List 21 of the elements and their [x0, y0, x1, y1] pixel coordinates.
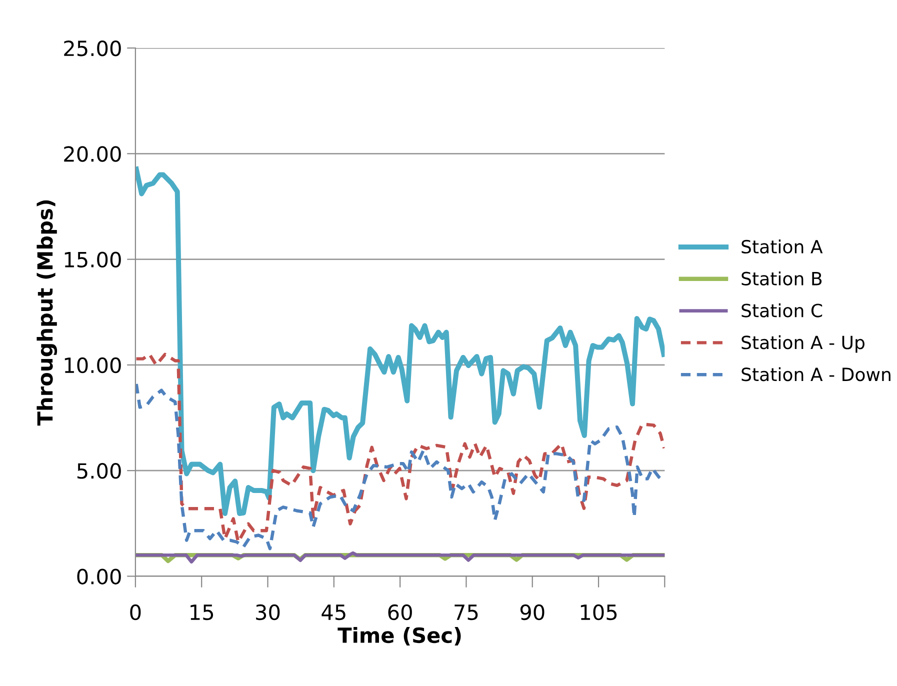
- x-tick-label: 30: [256, 604, 280, 620]
- y-tick-label: 5.00: [77, 463, 121, 479]
- x-tick-label: 90: [520, 604, 544, 620]
- legend-label: Station A - Down: [742, 367, 890, 382]
- legend-label: Station A - Up: [742, 335, 864, 353]
- legend-label: Station A: [742, 240, 823, 254]
- y-tick-label: 25.00: [64, 40, 121, 56]
- x-tick-label: 45: [322, 604, 346, 620]
- x-tick-label: 60: [388, 604, 412, 620]
- legend-label: Station B: [742, 271, 822, 286]
- x-tick-label: 105: [580, 604, 617, 620]
- x-tick-label: 75: [454, 604, 478, 620]
- x-tick-label: 0: [130, 604, 141, 620]
- y-tick-label: 20.00: [64, 146, 121, 162]
- y-tick-label: 10.00: [64, 357, 121, 374]
- y-tick-label: 15.00: [64, 252, 121, 268]
- legend-label: Station C: [742, 303, 822, 318]
- x-axis-title: Time (Sec): [338, 626, 461, 646]
- y-axis-title: Throughput (Mbps): [36, 200, 58, 426]
- x-tick-label: 15: [190, 604, 214, 620]
- y-tick-label: 0.00: [77, 568, 121, 584]
